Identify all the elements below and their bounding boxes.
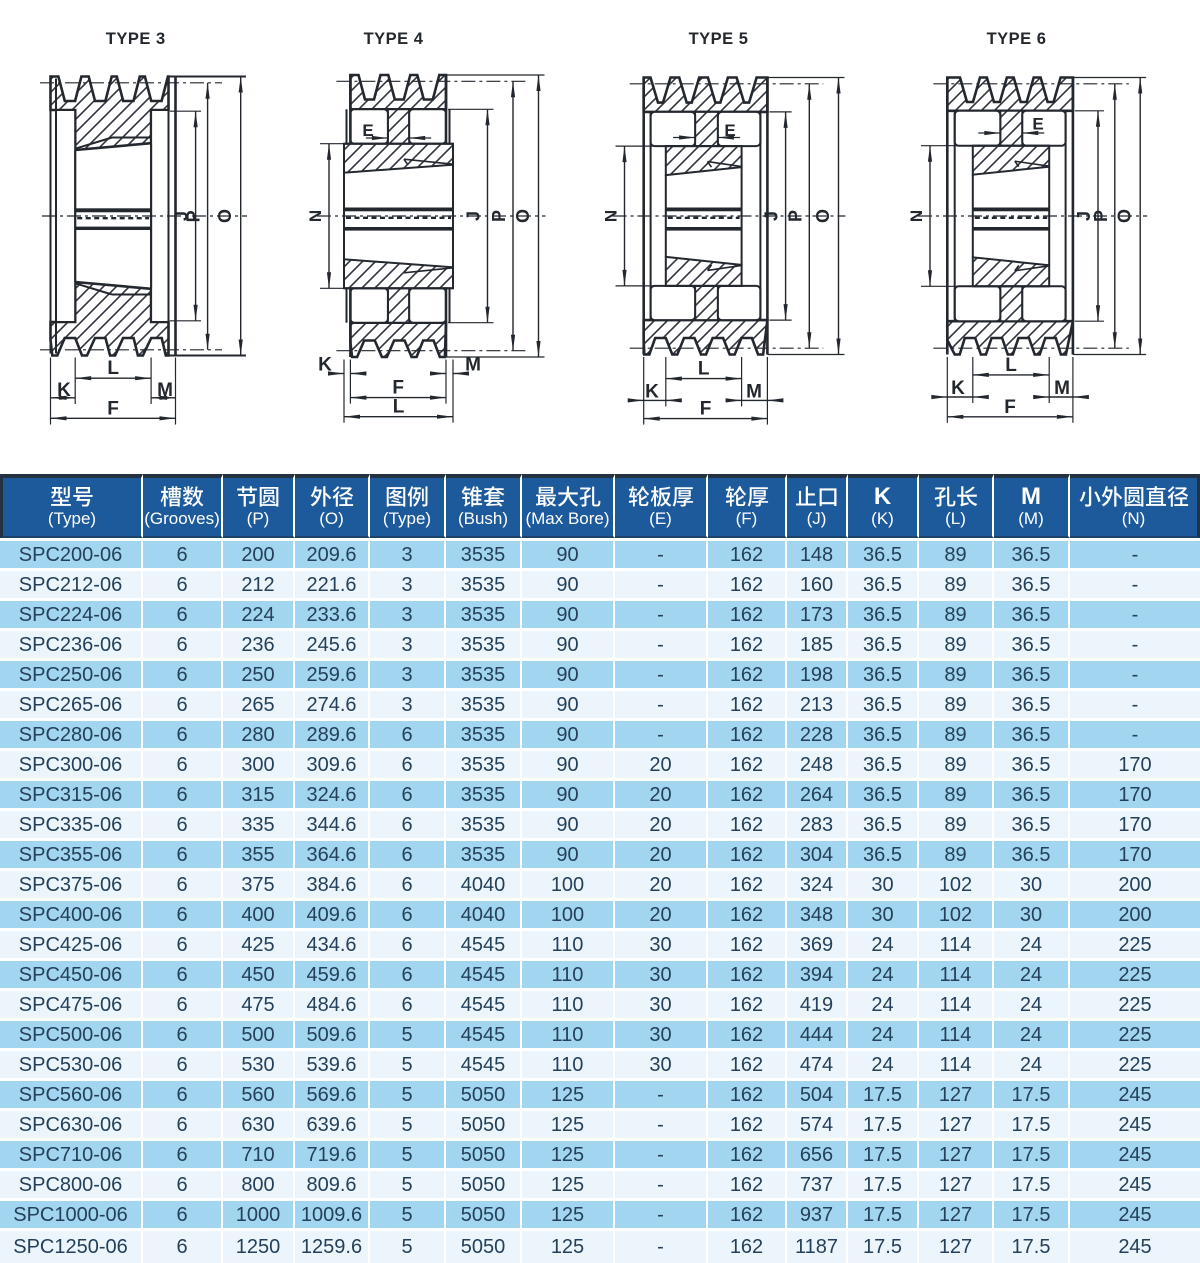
svg-text:L: L <box>698 359 710 380</box>
svg-text:K: K <box>57 380 71 401</box>
svg-text:P: P <box>1091 210 1111 222</box>
svg-text:P: P <box>489 210 509 222</box>
svg-text:O: O <box>1115 209 1135 223</box>
svg-text:K: K <box>645 381 659 402</box>
svg-text:M: M <box>1054 378 1070 399</box>
svg-text:J: J <box>1074 211 1094 221</box>
svg-text:F: F <box>1004 397 1016 418</box>
svg-text:O: O <box>215 209 235 223</box>
svg-text:E: E <box>362 121 373 140</box>
svg-text:J: J <box>172 211 192 221</box>
svg-text:L: L <box>393 397 405 418</box>
svg-text:TYPE 3: TYPE 3 <box>106 30 166 48</box>
svg-text:N: N <box>907 210 926 222</box>
svg-text:M: M <box>157 380 173 401</box>
svg-text:K: K <box>951 378 965 399</box>
svg-text:J: J <box>762 211 782 221</box>
svg-text:J: J <box>464 211 484 221</box>
svg-text:P: P <box>785 210 805 222</box>
svg-text:E: E <box>1032 115 1043 134</box>
svg-text:E: E <box>724 121 735 140</box>
svg-text:TYPE 5: TYPE 5 <box>689 30 749 48</box>
svg-text:O: O <box>813 209 833 223</box>
svg-text:F: F <box>107 398 119 419</box>
svg-text:N: N <box>306 210 325 222</box>
svg-text:L: L <box>1005 355 1017 376</box>
svg-text:M: M <box>465 355 481 376</box>
svg-text:O: O <box>513 209 533 223</box>
svg-text:N: N <box>602 210 621 222</box>
svg-text:L: L <box>107 358 119 379</box>
svg-text:TYPE 6: TYPE 6 <box>987 30 1047 48</box>
svg-text:P: P <box>184 210 204 222</box>
svg-text:TYPE 4: TYPE 4 <box>364 30 424 48</box>
svg-text:F: F <box>392 378 404 399</box>
svg-text:M: M <box>746 381 762 402</box>
svg-text:F: F <box>700 399 712 420</box>
svg-text:K: K <box>318 355 332 376</box>
